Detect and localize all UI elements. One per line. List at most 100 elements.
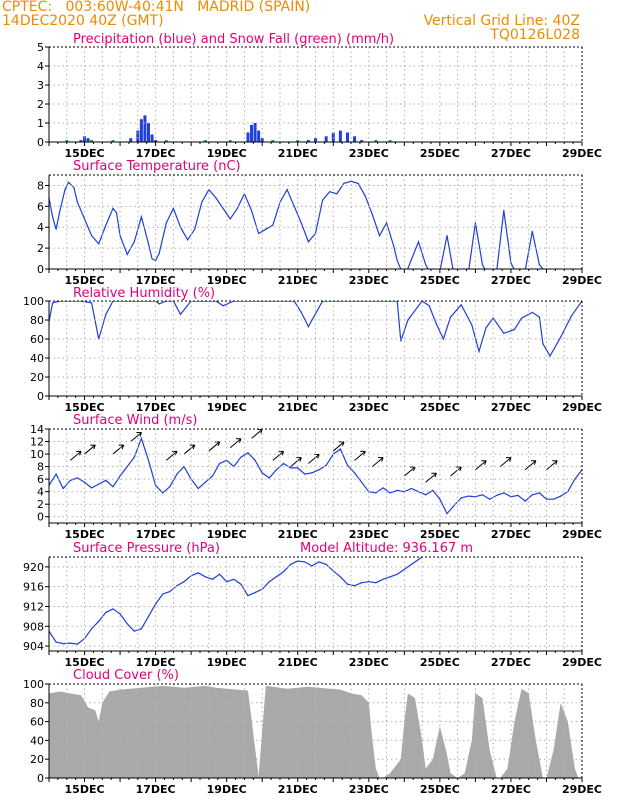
header-grid-line: Vertical Grid Line: 40Z: [423, 13, 580, 29]
wind-point: [489, 498, 491, 500]
wind-vector-head: [171, 450, 178, 456]
pressure-point: [368, 581, 370, 583]
temp-point: [76, 201, 78, 203]
wind-vector-head: [278, 450, 285, 456]
wind-point: [62, 487, 64, 490]
header-line1: CPTEC: 003:60W-40:41N MADRID (SPAIN): [2, 0, 311, 15]
pressure-point: [389, 576, 391, 578]
rh-point: [549, 355, 551, 357]
wind-point: [311, 472, 313, 474]
wind-point: [176, 473, 178, 475]
pressure-point: [311, 565, 313, 567]
precipitation-bar: [360, 140, 364, 142]
rh-point: [513, 328, 516, 331]
x-tick-label: 19DEC: [207, 147, 247, 160]
wind-point: [98, 483, 100, 485]
pressure-point: [140, 628, 142, 630]
x-tick-label: 19DEC: [207, 656, 247, 669]
temp-point: [133, 241, 135, 243]
wind-point: [439, 498, 441, 500]
wind-vector-head: [118, 444, 125, 450]
precipitation-bar: [79, 140, 83, 142]
wind-point: [481, 494, 484, 496]
temp-point: [300, 222, 302, 224]
rh-point: [400, 340, 402, 342]
pressure-point: [240, 583, 242, 585]
rh-point: [222, 305, 224, 307]
wind-vector: [290, 457, 302, 467]
y-tick-label: 40: [30, 734, 44, 747]
wind-vector: [499, 457, 512, 467]
x-tick-label: 25DEC: [420, 783, 460, 796]
x-tick-label: 29DEC: [562, 274, 602, 287]
temp-point: [258, 232, 260, 235]
wind-point: [339, 448, 341, 450]
x-tick-label: 23DEC: [349, 147, 389, 160]
panel-title: Relative Humidity (%): [73, 286, 215, 301]
pressure-point: [361, 582, 363, 584]
temp-point: [496, 271, 497, 272]
temp-point: [357, 182, 359, 184]
rh-point: [147, 301, 150, 302]
precipitation-bar: [353, 136, 357, 142]
snowfall-bar: [90, 140, 94, 142]
rh-point: [478, 350, 480, 352]
pressure-point: [112, 608, 114, 610]
y-tick-label: 920: [23, 561, 44, 574]
rh-point: [538, 316, 541, 318]
wind-point: [162, 492, 164, 494]
precipitation-bar: [246, 132, 250, 142]
plot-area-pressure: [49, 557, 424, 645]
temp-point: [293, 205, 295, 207]
pressure-point: [69, 642, 71, 644]
x-tick-label: 15DEC: [65, 528, 105, 541]
pressure-point: [382, 578, 384, 580]
x-tick-label: 21DEC: [278, 656, 318, 669]
pressure-point: [76, 643, 78, 645]
y-tick-label: 60: [30, 716, 44, 729]
grid-pressure: [49, 557, 582, 651]
temp-point: [404, 277, 405, 278]
pressure-point: [197, 572, 199, 574]
panel-pressure: 904 908 912 916 920 15DEC 17DEC 19DEC 21DEC 23DEC…: [23, 541, 602, 669]
pressure-point: [247, 595, 249, 597]
wind-vector: [229, 438, 242, 449]
wind-point: [112, 486, 114, 488]
precipitation-bar: [260, 138, 264, 142]
wind-vector-head: [296, 457, 302, 462]
wind-vector: [354, 450, 366, 461]
pressure-point: [147, 615, 150, 618]
pressure-point: [325, 563, 327, 566]
wind-point: [354, 472, 356, 474]
panel-cloud: 0 20 40 60 80 100 15DEC 17DEC 19DEC 21DEC 23DEC 25D…: [23, 668, 602, 796]
rh-point: [442, 338, 444, 340]
x-tick-label: 17DEC: [136, 147, 176, 160]
temp-point: [322, 199, 324, 201]
header-date: 14DEC2020 40Z (GMT): [2, 13, 164, 29]
panel-title: Precipitation (blue) and Snow Fall (gree…: [73, 32, 394, 47]
temp-point: [272, 224, 274, 226]
pressure-point: [268, 581, 270, 583]
pressure-point: [91, 628, 93, 630]
rh-point: [428, 305, 430, 307]
rh-point: [215, 301, 217, 302]
precipitation-bar: [83, 136, 87, 142]
x-tick-label: 27DEC: [491, 147, 531, 160]
x-tick-label: 15DEC: [65, 656, 105, 669]
wind-point: [538, 492, 541, 494]
precipitation-bar: [136, 130, 140, 142]
wind-point: [91, 487, 93, 489]
y-tick-label: 14: [30, 423, 44, 436]
wind-point: [240, 456, 242, 458]
temp-point: [194, 228, 196, 230]
x-tick-label: 21DEC: [278, 147, 318, 160]
pressure-point: [304, 561, 306, 563]
wind-vector: [308, 454, 320, 464]
wind-vector-head: [235, 438, 242, 443]
rh-point: [91, 302, 93, 304]
temp-point: [336, 193, 338, 195]
x-tick-label: 17DEC: [136, 656, 176, 669]
temp-point: [364, 195, 366, 197]
temp-point: [396, 260, 398, 262]
